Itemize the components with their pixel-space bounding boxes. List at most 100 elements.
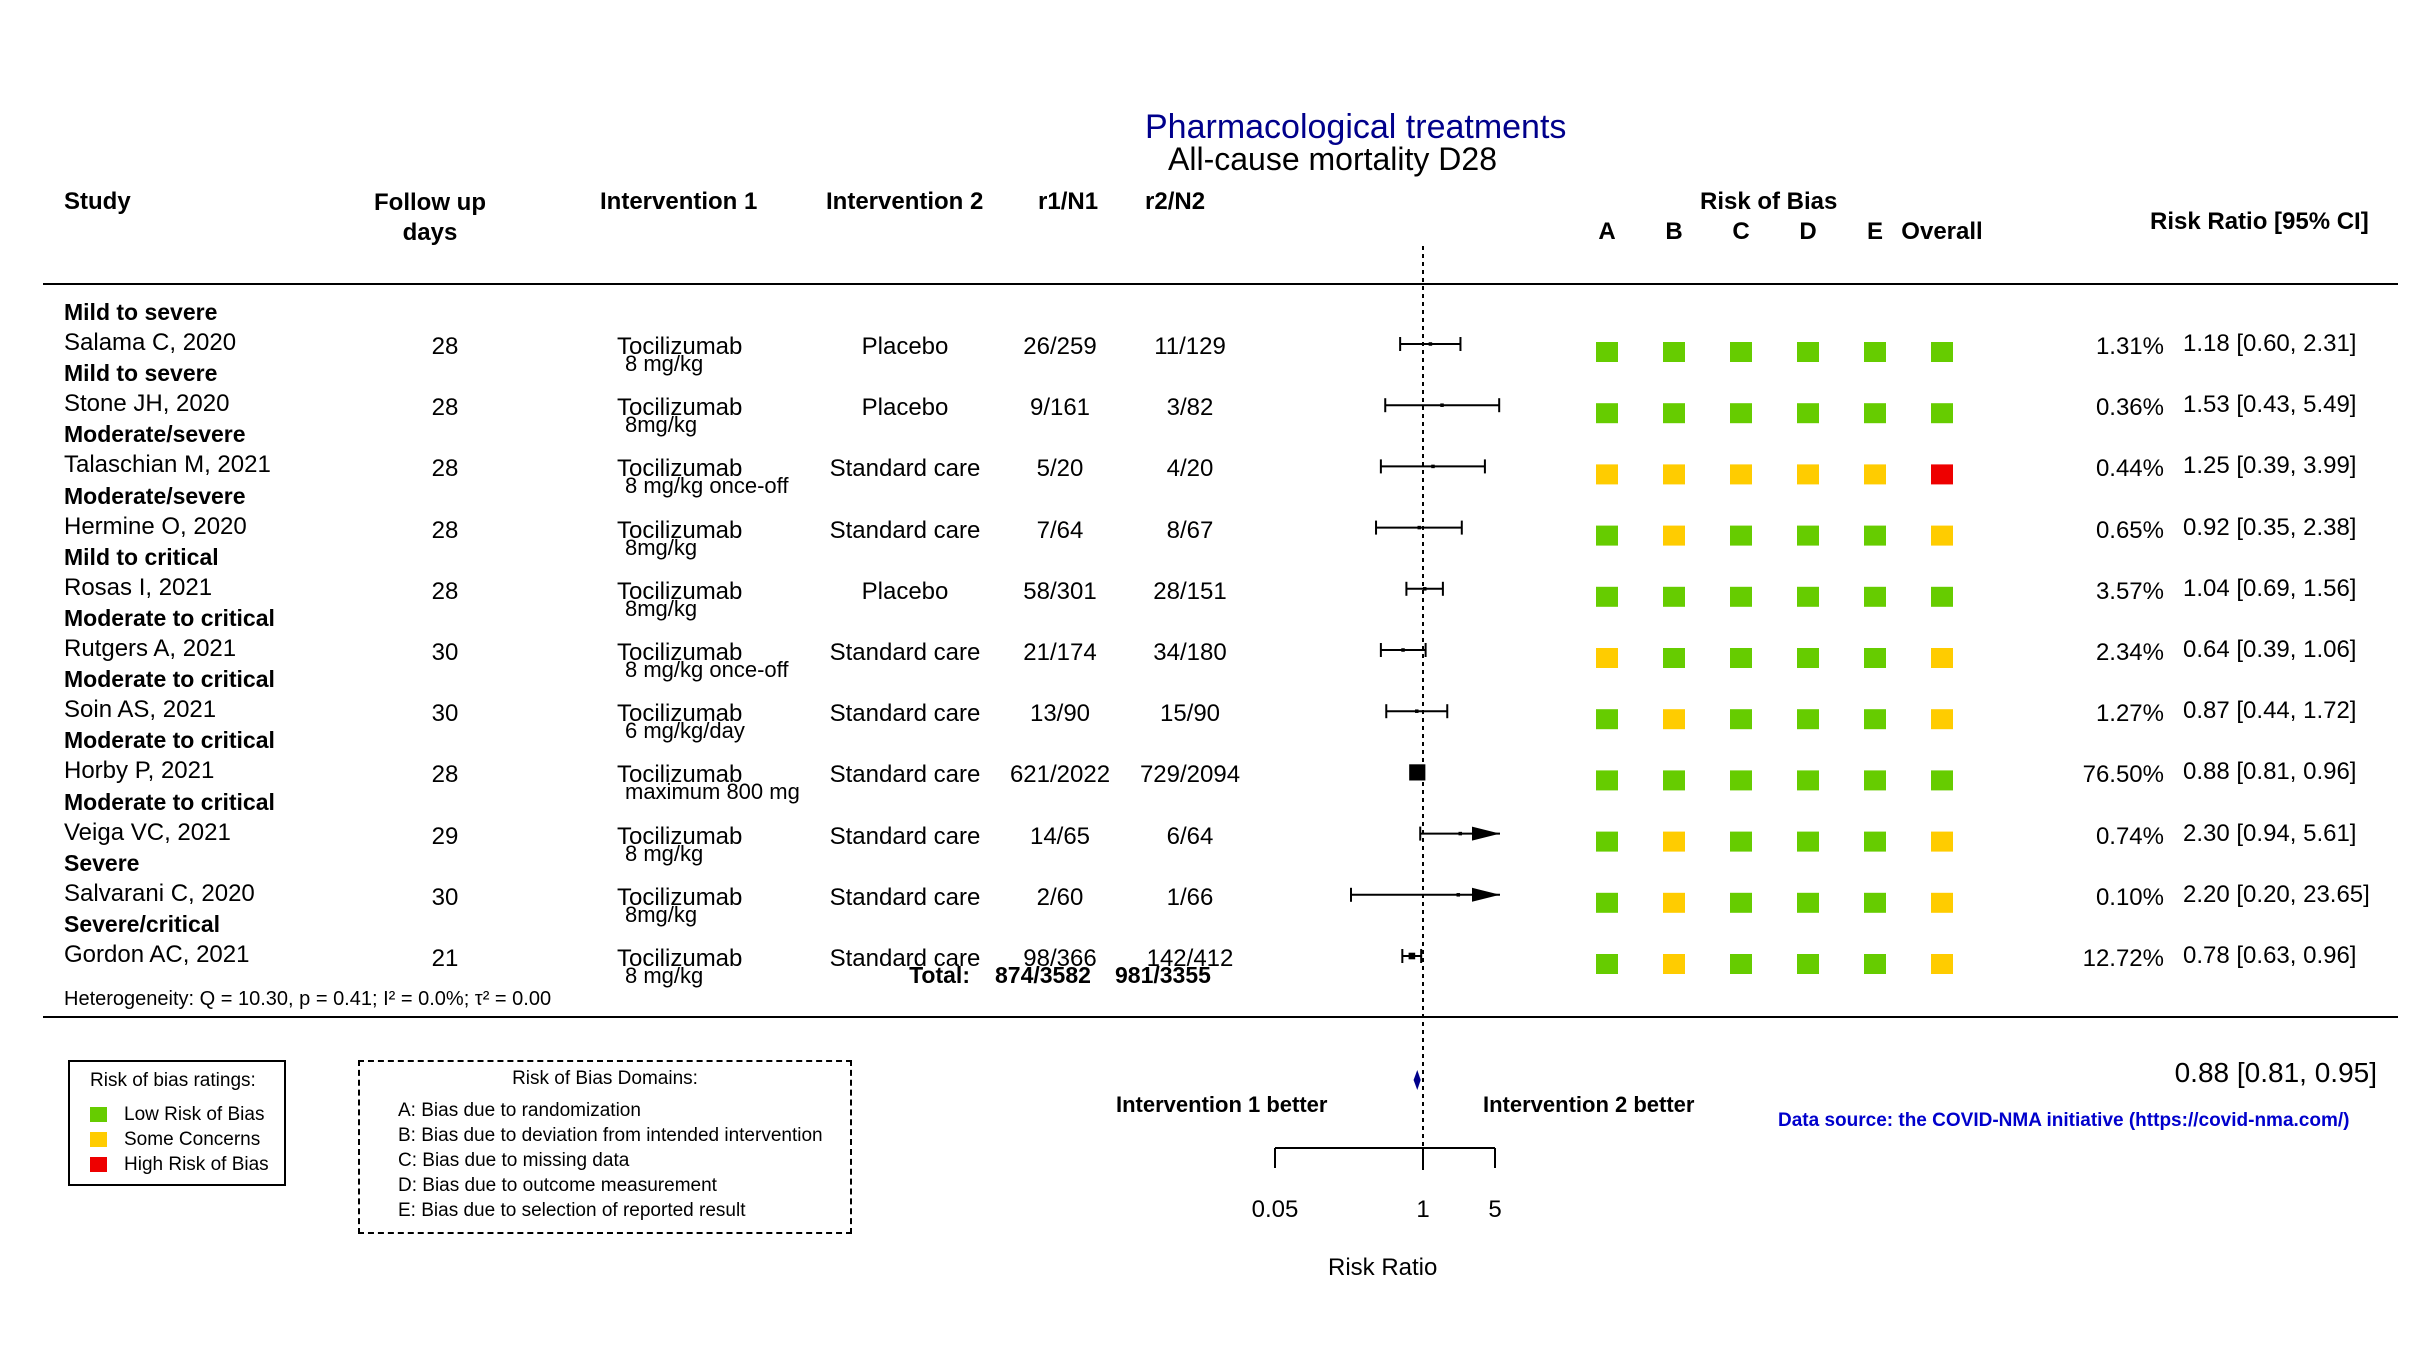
intervention-2: Standard care <box>829 883 981 911</box>
rob-square-low <box>1797 403 1819 424</box>
study-name: Gordon AC, 2021 <box>64 941 250 968</box>
weight-value: 3.57% <box>2095 577 2164 605</box>
rob-square-low <box>1730 954 1752 974</box>
group-label: Moderate/severe <box>64 421 246 448</box>
legend-domain-item: D: Bias due to outcome measurement <box>398 1175 717 1196</box>
intervention-1-dose: 8 mg/kg <box>625 351 704 376</box>
intervention-1-dose: 8 mg/kg <box>625 963 704 988</box>
x-tick-label: 5 <box>1488 1196 1502 1223</box>
group-label: Moderate to critical <box>64 605 275 631</box>
point-estimate <box>1409 764 1426 781</box>
group-label: Severe <box>64 849 140 876</box>
intervention-2: Standard care <box>829 945 981 972</box>
r1n1-value: 7/64 <box>1036 516 1084 544</box>
risk-ratio-ci: 0.88 [0.81, 0.96] <box>2183 758 2357 786</box>
rob-square-low <box>1797 648 1819 668</box>
r2n2-value: 34/180 <box>1153 639 1227 666</box>
weight-value: 0.36% <box>2095 394 2164 422</box>
study-name: Salama C, 2020 <box>64 329 237 356</box>
group-label: Mild to critical <box>64 543 219 570</box>
weight-value: 1.31% <box>2095 333 2164 360</box>
r1n1-value: 21/174 <box>1023 639 1097 666</box>
axis-right-label: Intervention 2 better <box>1483 1092 1695 1117</box>
rob-square-low <box>1730 586 1752 607</box>
rob-domain-header-overall: Overall <box>1901 218 1983 245</box>
rob-square-low <box>1596 586 1618 607</box>
header-rule <box>43 283 2398 285</box>
r1n1-value: 621/2022 <box>1009 761 1111 789</box>
footer-rule <box>43 1016 2398 1018</box>
rob-square-high <box>1931 464 1953 485</box>
rob-square-some <box>1596 464 1618 485</box>
followup-days: 30 <box>431 883 459 911</box>
rob-square-low <box>1730 892 1752 913</box>
r2n2-value: 28/151 <box>1153 577 1227 605</box>
risk-ratio-ci: 1.04 [0.69, 1.56] <box>2183 574 2357 602</box>
heterogeneity-text: Heterogeneity: Q = 10.30, p = 0.41; I² =… <box>64 988 552 1010</box>
rob-square-some <box>1864 464 1886 485</box>
rob-square-low <box>1663 403 1685 424</box>
rob-square-some <box>1663 709 1685 730</box>
pooled-diamond <box>1413 1070 1421 1090</box>
intervention-2: Standard care <box>829 822 981 850</box>
legend-domain-item: C: Bias due to missing data <box>398 1150 630 1171</box>
group-label: Moderate to critical <box>64 788 275 815</box>
study-name: Stone JH, 2020 <box>64 390 230 418</box>
axis-left-label: Intervention 1 better <box>1116 1092 1328 1117</box>
data-source: Data source: the COVID-NMA initiative (h… <box>1778 1110 2350 1131</box>
rob-square-low <box>1864 342 1886 362</box>
rob-square-low <box>1797 892 1819 913</box>
point-estimate <box>1431 464 1435 469</box>
r2n2-value: 15/90 <box>1159 700 1221 728</box>
legend-rating-label: Some Concerns <box>124 1129 261 1150</box>
rob-square-low <box>1864 770 1886 791</box>
header-study: Study <box>64 188 131 215</box>
risk-ratio-ci: 0.64 [0.39, 1.06] <box>2183 636 2357 663</box>
study-name: Hermine O, 2020 <box>64 512 247 540</box>
r1n1-value: 58/301 <box>1023 577 1097 605</box>
followup-days: 28 <box>431 516 459 544</box>
point-estimate <box>1408 952 1416 960</box>
rob-square-some <box>1931 709 1953 730</box>
legend-domain-item: E: Bias due to selection of reported res… <box>398 1200 746 1221</box>
rob-square-low <box>1663 648 1685 668</box>
followup-days: 28 <box>431 455 459 483</box>
followup-days: 28 <box>431 577 459 605</box>
legend-rating-label: High Risk of Bias <box>124 1154 269 1175</box>
study-name: Veiga VC, 2021 <box>64 818 231 846</box>
header-r2n2: r2/N2 <box>1145 188 1206 215</box>
group-label: Mild to severe <box>64 299 218 325</box>
rob-square-low <box>1931 586 1953 607</box>
header-intervention-2: Intervention 2 <box>826 188 984 215</box>
intervention-1: Tocilizumab <box>617 700 743 728</box>
rob-square-some <box>1663 954 1685 974</box>
rob-square-low <box>1596 831 1618 852</box>
study-name: Rutgers A, 2021 <box>64 635 237 662</box>
legend-swatch <box>90 1157 107 1172</box>
rob-square-low <box>1730 709 1752 730</box>
legend-swatch <box>90 1107 107 1122</box>
study-name: Talaschian M, 2021 <box>64 451 271 479</box>
point-estimate <box>1458 831 1463 836</box>
header-risk-of-bias: Risk of Bias <box>1700 188 1838 215</box>
followup-days: 28 <box>431 761 459 789</box>
rob-domain-header-d: D <box>1799 218 1817 245</box>
followup-days: 28 <box>431 394 459 422</box>
rob-square-low <box>1797 770 1819 791</box>
chart-subtitle: All-cause mortality D28 <box>1168 141 1497 177</box>
intervention-2: Standard care <box>829 516 981 544</box>
rob-square-some <box>1663 464 1685 485</box>
rob-square-low <box>1797 709 1819 730</box>
intervention-2: Placebo <box>861 333 949 360</box>
intervention-2: Placebo <box>861 394 949 422</box>
rob-square-low <box>1931 770 1953 791</box>
intervention-1-dose: 6 mg/kg/day <box>625 718 745 744</box>
rob-square-low <box>1730 770 1752 791</box>
rob-square-low <box>1864 525 1886 546</box>
intervention-1: Tocilizumab <box>617 822 743 850</box>
intervention-1-dose: 8 mg/kg once-off <box>625 657 789 682</box>
followup-days: 21 <box>431 945 459 972</box>
study-name: Horby P, 2021 <box>64 757 215 785</box>
rob-square-some <box>1663 831 1685 852</box>
intervention-1-dose: 8 mg/kg <box>625 840 704 866</box>
